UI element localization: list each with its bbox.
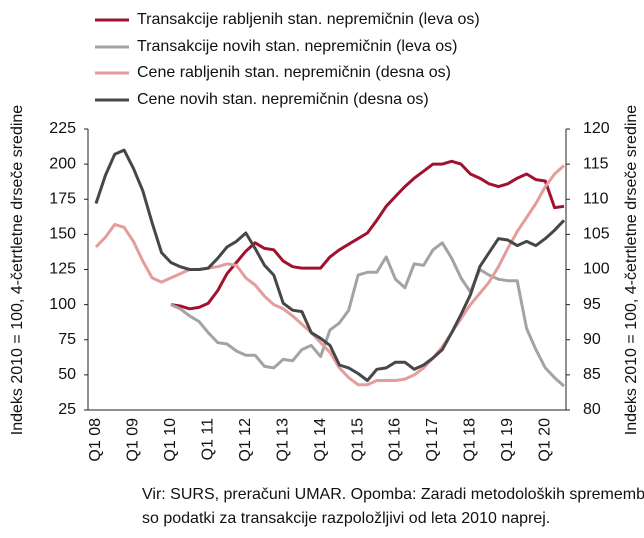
x-tick-label: Q1 14 <box>312 418 329 462</box>
y2-axis-title: Indeks 2010 = 100, 4-četrtletne drseče s… <box>623 105 640 436</box>
y-tick-label: 25 <box>58 401 76 418</box>
y-tick-label: 75 <box>58 331 76 348</box>
x-tick-label: Q1 19 <box>499 418 516 462</box>
legend-label: Transakcije rabljenih stan. nepremičnin … <box>137 11 480 28</box>
series-line <box>170 159 565 311</box>
legend-label: Transakcije novih stan. nepremičnin (lev… <box>137 38 457 55</box>
x-tick-label: Q1 13 <box>274 418 291 462</box>
x-tick-label: Q1 15 <box>349 418 366 462</box>
y-axis-title: Indeks 2010 = 100, 4-četrtletne drseče s… <box>9 105 26 436</box>
x-tick-label: Q1 11 <box>200 418 217 461</box>
x-tick-label: Q1 12 <box>237 418 254 462</box>
y2-tick-label: 120 <box>583 120 610 137</box>
y2-tick-label: 80 <box>583 401 601 418</box>
y2-tick-label: 100 <box>583 261 610 278</box>
series-line <box>94 164 566 387</box>
y-tick-label: 100 <box>49 296 76 313</box>
x-tick-label: Q1 16 <box>387 418 404 462</box>
x-tick-label: Q1 09 <box>125 418 142 462</box>
y2-tick-label: 90 <box>583 331 601 348</box>
y-tick-label: 175 <box>49 190 76 207</box>
legend-label: Cene rabljenih stan. nepremičnin (desna … <box>137 64 451 81</box>
x-tick-label: Q1 10 <box>162 418 179 462</box>
y-tick-label: 225 <box>49 120 76 137</box>
y2-tick-label: 85 <box>583 366 601 383</box>
y2-tick-label: 115 <box>583 155 609 172</box>
x-tick-label: Q1 18 <box>462 418 479 462</box>
legend-label: Cene novih stan. nepremičnin (desna os) <box>137 91 429 108</box>
y2-tick-label: 110 <box>583 190 609 207</box>
x-tick-label: Q1 08 <box>87 418 104 462</box>
y-tick-label: 50 <box>58 366 76 383</box>
y-tick-label: 200 <box>49 155 76 172</box>
y2-tick-label: 105 <box>583 226 610 243</box>
y-tick-label: 150 <box>49 226 76 243</box>
note: Vir: SURS, preračuni UMAR. Opomba: Zarad… <box>142 486 644 503</box>
x-tick-label: Q1 17 <box>424 418 441 462</box>
y-tick-label: 125 <box>49 261 76 278</box>
x-tick-label: Q1 20 <box>536 418 553 462</box>
note: so podatki za transakcije razpoložljivi … <box>142 510 550 527</box>
series-line <box>94 148 566 382</box>
y2-tick-label: 95 <box>583 296 601 313</box>
series-line <box>170 241 565 388</box>
